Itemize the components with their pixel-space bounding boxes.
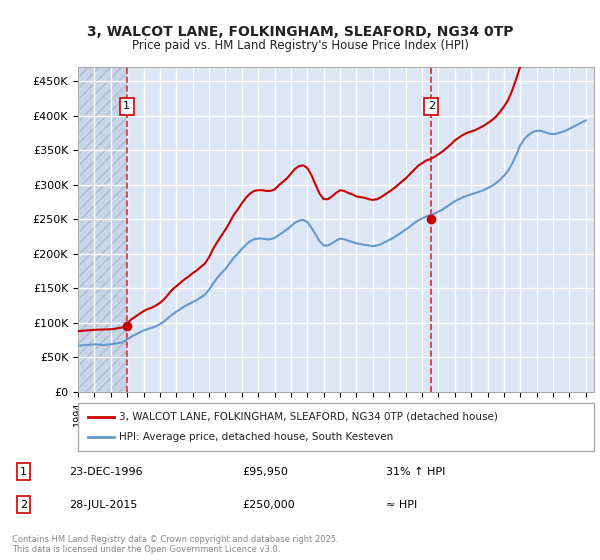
Text: 1: 1 xyxy=(124,101,130,111)
Text: 23-DEC-1996: 23-DEC-1996 xyxy=(70,467,143,477)
Text: 2: 2 xyxy=(428,101,435,111)
Text: 3, WALCOT LANE, FOLKINGHAM, SLEAFORD, NG34 0TP: 3, WALCOT LANE, FOLKINGHAM, SLEAFORD, NG… xyxy=(87,25,513,39)
FancyBboxPatch shape xyxy=(78,403,594,451)
Text: £95,950: £95,950 xyxy=(242,467,288,477)
Text: 31% ↑ HPI: 31% ↑ HPI xyxy=(386,467,446,477)
Text: £250,000: £250,000 xyxy=(242,500,295,510)
Text: ≈ HPI: ≈ HPI xyxy=(386,500,418,510)
Text: 28-JUL-2015: 28-JUL-2015 xyxy=(70,500,138,510)
Text: 2: 2 xyxy=(20,500,27,510)
Text: Contains HM Land Registry data © Crown copyright and database right 2025.
This d: Contains HM Land Registry data © Crown c… xyxy=(12,535,338,554)
Text: 3, WALCOT LANE, FOLKINGHAM, SLEAFORD, NG34 0TP (detached house): 3, WALCOT LANE, FOLKINGHAM, SLEAFORD, NG… xyxy=(119,412,498,422)
Bar xyxy=(78,67,127,392)
Text: Price paid vs. HM Land Registry's House Price Index (HPI): Price paid vs. HM Land Registry's House … xyxy=(131,39,469,52)
Text: 1: 1 xyxy=(20,467,27,477)
Text: HPI: Average price, detached house, South Kesteven: HPI: Average price, detached house, Sout… xyxy=(119,432,394,442)
